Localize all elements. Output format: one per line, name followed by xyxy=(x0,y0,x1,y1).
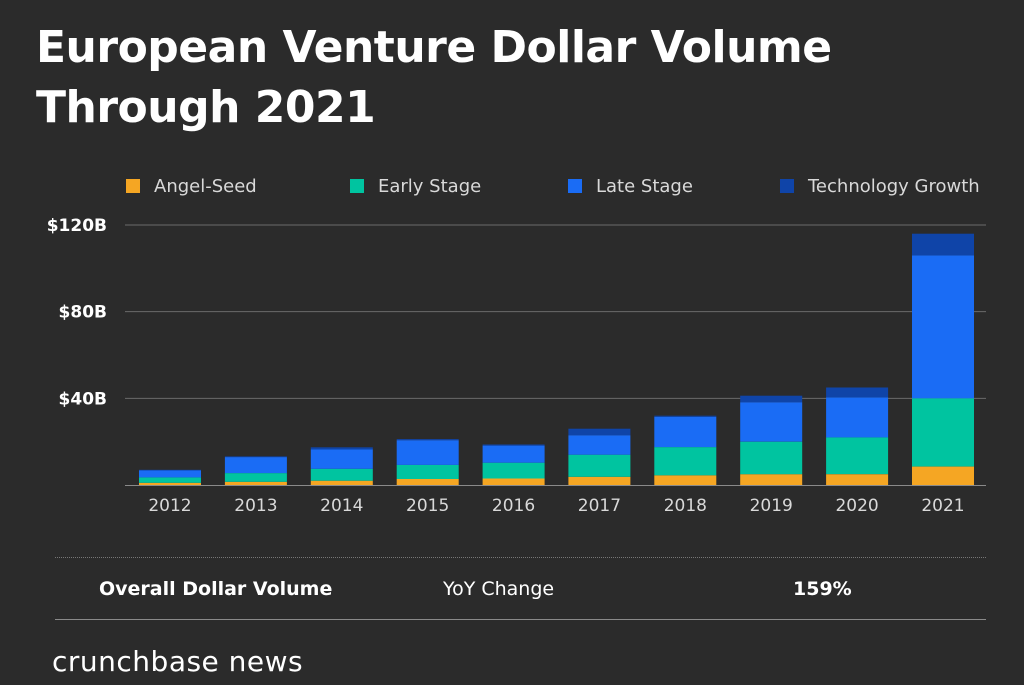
bar-2012-late-stage xyxy=(139,470,201,478)
bar-2016-technology-growth xyxy=(482,444,545,446)
legend-item-early-stage: Early Stage xyxy=(350,174,481,198)
y-axis-tick-labels: $40B $80B $120B xyxy=(47,216,107,409)
bar-2016-angel-seed xyxy=(482,478,545,485)
bar-2014-late-stage xyxy=(310,449,373,469)
legend-label-early-stage: Early Stage xyxy=(378,175,482,197)
chart-title-line-1: European Venture Dollar Volume xyxy=(36,22,832,73)
bar-2020-angel-seed xyxy=(826,474,889,485)
bar-2012-angel-seed xyxy=(139,482,201,485)
bar-2021-early-stage xyxy=(912,398,974,467)
brand-logo-text: crunchbase news xyxy=(52,645,304,678)
bars xyxy=(139,233,974,486)
legend-label-angel-seed: Angel-Seed xyxy=(154,175,257,197)
x-axis-tick-labels: 2012 2013 2014 2015 2016 2017 2018 2019 2020 2021 xyxy=(148,496,964,516)
x-tick-label-2012: 2012 xyxy=(148,496,191,516)
legend-label-late-stage: Late Stage xyxy=(596,175,693,197)
bar-2021-late-stage xyxy=(912,255,974,399)
bar-2016-early-stage xyxy=(482,462,545,479)
stacked-bar-chart: $40B$80B$120B 2012 2013 2014 2015 2016 2017 20… xyxy=(47,216,986,516)
x-tick-label-2020: 2020 xyxy=(835,496,878,516)
y-tick-label-40b: $40B xyxy=(59,389,107,409)
gridlines xyxy=(125,224,986,399)
bar-2019-technology-growth xyxy=(740,395,803,403)
legend-swatch-technology-growth xyxy=(780,179,794,193)
chart-title-line-2: Through 2021 xyxy=(36,82,376,133)
summary-metric-label: YoY Change xyxy=(443,578,555,600)
bar-2017-early-stage xyxy=(568,454,631,477)
y-tick-label-120b: $120B xyxy=(47,216,107,236)
bar-2014-early-stage xyxy=(310,468,373,481)
legend-label-technology-growth: Technology Growth xyxy=(808,175,980,197)
bar-2015-early-stage xyxy=(396,464,459,479)
bar-2016-late-stage xyxy=(482,445,545,463)
x-tick-label-2019: 2019 xyxy=(750,496,793,516)
summary-label: Overall Dollar Volume xyxy=(99,578,333,600)
bar-2015-angel-seed xyxy=(396,478,459,485)
bar-2017-technology-growth xyxy=(568,428,631,436)
bar-2017-angel-seed xyxy=(568,476,631,485)
legend-item-angel-seed: Angel-Seed xyxy=(126,174,257,198)
chart-legend: Angel-Seed Early Stage Late Stage Techno… xyxy=(0,174,1024,198)
bar-2015-late-stage xyxy=(396,440,459,465)
bar-2018-late-stage xyxy=(654,416,717,448)
bar-2020-early-stage xyxy=(826,437,889,475)
legend-item-late-stage: Late Stage xyxy=(568,174,693,198)
bar-2014-angel-seed xyxy=(310,480,373,485)
y-tick-label-80b: $80B xyxy=(59,303,107,323)
x-tick-label-2017: 2017 xyxy=(578,496,621,516)
x-tick-label-2013: 2013 xyxy=(234,496,277,516)
legend-swatch-late-stage xyxy=(568,179,582,193)
bar-2019-angel-seed xyxy=(740,474,803,485)
x-tick-label-2018: 2018 xyxy=(664,496,707,516)
bar-2014-technology-growth xyxy=(310,447,373,450)
legend-swatch-early-stage xyxy=(350,179,364,193)
summary-top-divider xyxy=(55,557,986,558)
x-tick-label-2016: 2016 xyxy=(492,496,535,516)
bar-2013-angel-seed xyxy=(224,481,287,486)
bar-2019-early-stage xyxy=(740,441,803,475)
bar-2013-late-stage xyxy=(224,457,287,474)
summary-value: 159% xyxy=(793,578,852,600)
bar-2019-late-stage xyxy=(740,402,803,442)
chart-title: European Venture Dollar Volume Through 2… xyxy=(36,18,956,138)
x-tick-label-2021: 2021 xyxy=(921,496,964,516)
bar-2021-technology-growth xyxy=(912,233,974,256)
x-tick-label-2015: 2015 xyxy=(406,496,449,516)
bar-2020-technology-growth xyxy=(826,387,889,398)
summary-bottom-divider xyxy=(55,619,986,620)
bar-2021-angel-seed xyxy=(912,466,974,485)
bar-2013-technology-growth xyxy=(224,456,287,458)
bar-2020-late-stage xyxy=(826,397,889,438)
legend-item-technology-growth: Technology Growth xyxy=(780,174,980,198)
bar-2018-early-stage xyxy=(654,447,717,476)
bar-2013-early-stage xyxy=(224,473,287,482)
legend-swatch-angel-seed xyxy=(126,179,140,193)
bar-2012-early-stage xyxy=(139,477,201,483)
bar-2012-technology-growth xyxy=(139,469,201,471)
bar-2018-technology-growth xyxy=(654,415,717,417)
bar-2015-technology-growth xyxy=(396,439,459,441)
x-tick-label-2014: 2014 xyxy=(320,496,363,516)
bar-2018-angel-seed xyxy=(654,475,717,486)
bar-2017-late-stage xyxy=(568,435,631,455)
